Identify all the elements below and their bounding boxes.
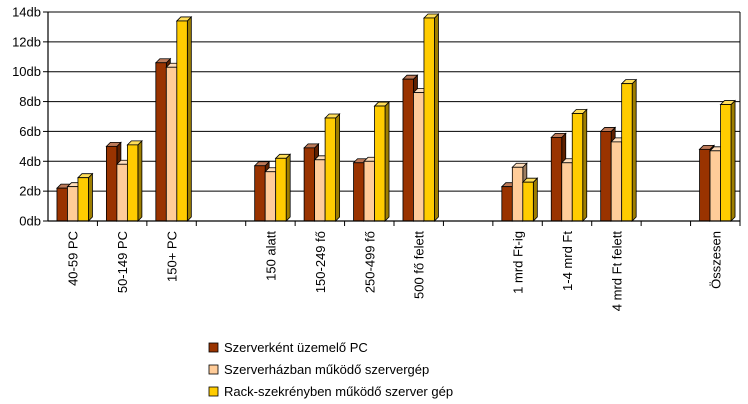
bar-front <box>522 181 534 222</box>
x-tick-label: 50-149 PC <box>115 231 130 293</box>
bar-front <box>116 163 128 222</box>
bar <box>274 153 292 222</box>
bar <box>719 99 737 222</box>
bar-side <box>335 113 341 222</box>
bar-front <box>77 177 89 222</box>
x-tick-label: 1 mrd Ft-ig <box>511 231 526 294</box>
x-tick-label: 1-4 mrd Ft <box>560 231 575 291</box>
bar-front <box>155 62 167 222</box>
bar-front <box>511 166 524 222</box>
y-tick-label: 10db <box>12 64 41 79</box>
bar-front <box>423 17 435 222</box>
bar-front <box>402 78 414 222</box>
bar-side <box>582 108 588 222</box>
bar <box>324 113 341 222</box>
y-tick-label: 6db <box>19 124 41 139</box>
x-tick-label: 150 alatt <box>263 231 278 281</box>
bar-front <box>264 171 277 222</box>
bar-front <box>720 104 732 222</box>
bar-front <box>413 92 425 222</box>
bar-side <box>384 101 390 222</box>
axis-layer: 0db 2db 4db 6db 8db 10db 12db 14db 40-59 PC 50-14… <box>12 5 741 312</box>
y-tick-label: 12db <box>12 34 41 49</box>
legend-item: Rack-szekrényben működő szerver gép <box>208 384 453 399</box>
y-tick-label: 14db <box>12 5 41 20</box>
bar-side <box>434 13 439 222</box>
bar-front <box>67 186 79 222</box>
legend-swatch <box>208 342 219 353</box>
bar-front <box>56 187 68 222</box>
legend-item: Szerverként üzemelő PC <box>208 340 368 355</box>
x-tick-label: 40-59 PC <box>66 231 81 286</box>
bar <box>126 139 143 222</box>
bars-layer <box>55 13 737 222</box>
bar <box>175 15 193 222</box>
bar-front <box>501 186 513 222</box>
bar-front <box>353 162 365 222</box>
y-tick-label: 0db <box>19 214 41 229</box>
bar-side <box>730 99 736 222</box>
bar-front <box>709 150 721 222</box>
x-tick-label: Összesen <box>708 231 723 289</box>
legend-label: Rack-szekrényben működő szerver gép <box>224 384 453 399</box>
y-tick-label: 2db <box>19 184 41 199</box>
bar-front <box>374 105 386 222</box>
bar-front <box>126 144 139 222</box>
bar-side <box>137 139 143 222</box>
bar-front <box>363 160 375 222</box>
bar-side <box>631 78 637 222</box>
bar-front <box>571 113 584 222</box>
bar-front <box>176 20 188 222</box>
bar-front <box>600 131 612 222</box>
bar-front <box>275 157 287 222</box>
bar <box>620 78 638 222</box>
y-tick-label: 8db <box>19 94 41 109</box>
legend-label: Szerverként üzemelő PC <box>224 340 368 355</box>
bar-front <box>105 145 118 222</box>
bar-side <box>186 15 192 222</box>
bar-front <box>550 136 563 222</box>
bar <box>76 172 94 222</box>
legend: Szerverként üzemelő PC Szerverházban műkö… <box>208 340 453 399</box>
bar-front <box>314 159 326 222</box>
x-tick-label: 250-499 fő <box>362 231 377 293</box>
bar-side <box>285 153 291 222</box>
x-tick-label: 150-249 fő <box>313 231 328 293</box>
x-tick-label: 500 fő felett <box>412 231 427 299</box>
bar-front <box>699 148 711 222</box>
bar <box>373 101 391 222</box>
legend-swatch <box>208 364 219 375</box>
bar <box>521 177 539 222</box>
bar-side <box>88 172 93 222</box>
x-tick-label: 150+ PC <box>165 231 180 282</box>
bar-front <box>621 83 633 222</box>
bar <box>422 13 440 222</box>
bar <box>571 108 588 222</box>
bar-front <box>165 66 178 222</box>
bar-front <box>303 147 316 222</box>
x-tick-label: 4 mrd Ft felett <box>609 231 624 312</box>
bar-side <box>532 177 538 222</box>
legend-label: Szerverházban működő szervergép <box>224 362 429 377</box>
legend-swatch <box>208 386 219 397</box>
legend-item: Szerverházban működő szervergép <box>208 362 429 377</box>
bar-front <box>561 162 573 222</box>
bar-front <box>254 165 266 222</box>
bar-front <box>610 141 623 222</box>
bar-front <box>324 117 337 222</box>
y-tick-label: 4db <box>19 154 41 169</box>
